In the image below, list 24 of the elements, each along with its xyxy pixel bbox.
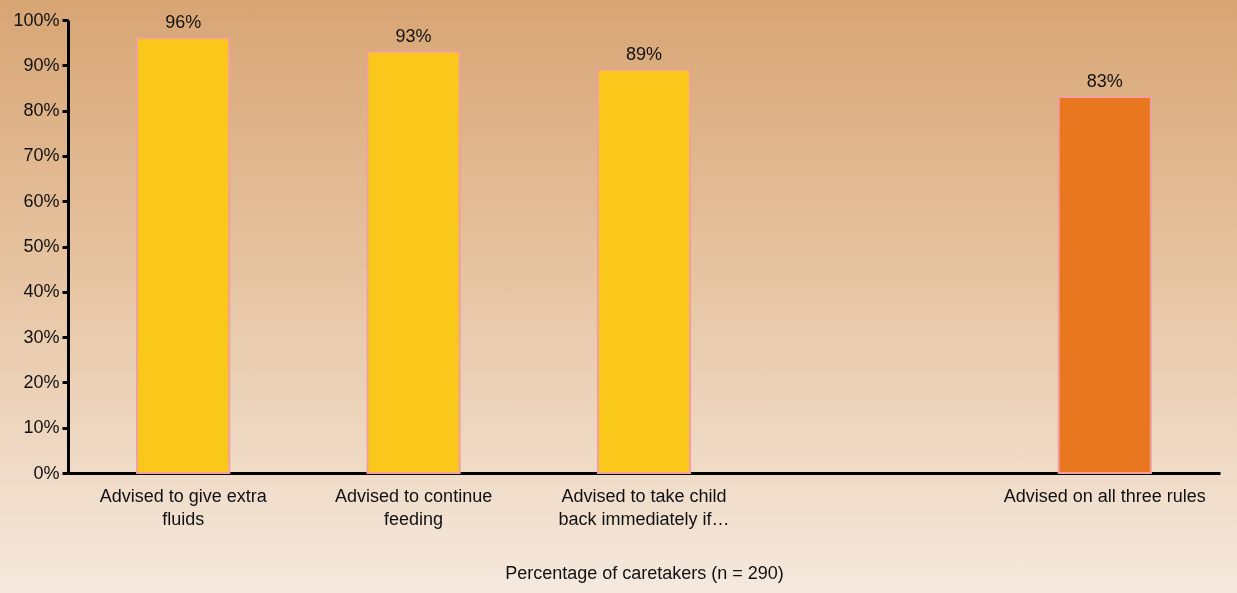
y-tick-label: 30% bbox=[23, 326, 60, 347]
x-tick-label: Advised to give extra fluids bbox=[99, 485, 268, 529]
data-label: 83% bbox=[1086, 71, 1123, 92]
bar bbox=[596, 68, 692, 474]
y-tick-label: 50% bbox=[23, 236, 60, 256]
y-tick-label: 100% bbox=[13, 9, 60, 30]
data-label: 89% bbox=[625, 43, 663, 64]
y-tick-label: 40% bbox=[23, 281, 60, 302]
data-label: 96% bbox=[165, 12, 202, 33]
y-tick-label: 0% bbox=[33, 462, 60, 483]
y-tick-label: 70% bbox=[23, 145, 60, 166]
x-tick-label: Advised on all three rules bbox=[1003, 485, 1206, 506]
x-tick-label: Advised to take child back immediately if… bbox=[558, 485, 730, 529]
y-tick-label: 80% bbox=[23, 100, 60, 121]
y-tick-label: 90% bbox=[23, 54, 60, 75]
bar bbox=[1057, 96, 1152, 474]
x-tick-label: Advised to continue feeding bbox=[335, 485, 493, 529]
y-tick-label: 20% bbox=[23, 371, 60, 392]
bar bbox=[136, 37, 231, 474]
y-tick-label: 60% bbox=[23, 190, 60, 211]
x-axis-title: Percentage of caretakers (n = 290) bbox=[505, 562, 784, 583]
data-label: 93% bbox=[395, 25, 432, 46]
bar bbox=[366, 50, 461, 474]
y-tick-label: 10% bbox=[23, 417, 60, 438]
